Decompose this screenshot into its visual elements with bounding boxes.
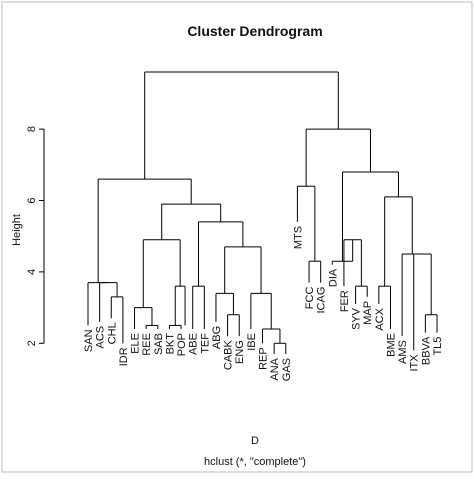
leaf-label-ams: AMS — [397, 340, 409, 364]
y-axis: 2 4 6 8 — [26, 126, 45, 346]
leaf-label-san: SAN — [83, 329, 95, 352]
x-axis-label: D — [251, 435, 259, 447]
leaf-label-gas: GAS — [281, 358, 293, 381]
leaf-label-bkt: BKT — [164, 333, 176, 355]
leaf-label-fer: FER — [339, 290, 351, 312]
y-tick-label: 2 — [26, 340, 38, 346]
leaf-label-acx: ACX — [374, 307, 386, 330]
leaf-label-dia: DIA — [327, 268, 339, 287]
leaf-label-abg: ABG — [211, 326, 223, 349]
leaf-label-tef: TEF — [199, 333, 211, 354]
leaf-label-itx: ITX — [409, 354, 421, 372]
y-axis-label: Height — [11, 214, 23, 246]
leaf-label-chl: CHL — [106, 322, 118, 344]
leaf-label-ana: ANA — [269, 357, 281, 380]
chart-title: Cluster Dendrogram — [187, 23, 322, 39]
leaf-label-syv: SYV — [351, 307, 363, 330]
y-tick-label: 8 — [26, 126, 38, 132]
leaf-label-tl5: TL5 — [432, 337, 444, 356]
leaf-label-rep: REP — [258, 347, 270, 370]
dendrogram-branches — [87, 71, 438, 354]
leaf-label-icag: ICAG — [316, 287, 328, 314]
leaf-label-ree: REE — [141, 333, 153, 356]
leaf-label-bme: BME — [385, 333, 397, 357]
leaf-label-map: MAP — [362, 301, 374, 325]
leaf-label-fcc: FCC — [304, 287, 316, 310]
leaf-label-sab: SAB — [153, 333, 165, 355]
leaf-label-ele: ELE — [130, 333, 142, 354]
y-tick-label: 6 — [26, 197, 38, 203]
leaf-label-idr: IDR — [118, 347, 130, 366]
leaf-label-ibe: IBE — [246, 333, 258, 351]
hclust-method-label: hclust (*, "complete") — [204, 456, 306, 468]
leaf-label-bbva: BBVA — [420, 336, 432, 365]
leaf-label-abe: ABE — [188, 333, 200, 355]
leaf-label-acs: ACS — [95, 326, 107, 349]
leaf-label-mts: MTS — [292, 226, 304, 249]
leaf-label-eng: ENG — [234, 340, 246, 364]
y-tick-label: 4 — [26, 269, 38, 275]
leaf-label-cabk: CABK — [223, 340, 235, 371]
leaf-label-pop: POP — [176, 333, 188, 356]
